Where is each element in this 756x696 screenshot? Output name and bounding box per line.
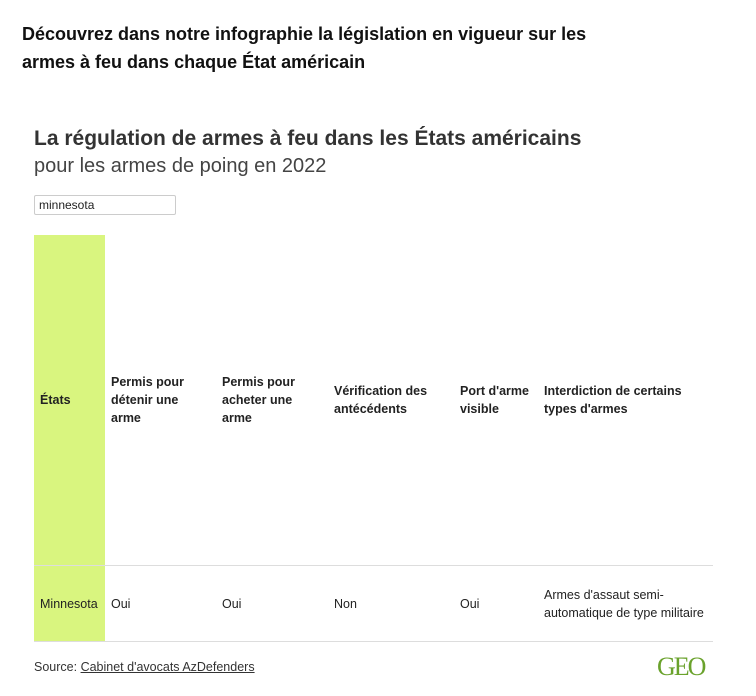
geo-logo: GEO (657, 652, 706, 681)
column-header-background-check[interactable]: Vérification des antécédents (328, 235, 454, 566)
cell-weapon-ban: Armes d'assaut semi-automatique de type … (538, 565, 713, 642)
source-label: Source: (34, 660, 81, 674)
cell-permit-buy: Oui (216, 565, 328, 642)
column-header-states[interactable]: États (34, 235, 105, 566)
chart-subtitle: pour les armes de poing en 2022 (34, 155, 327, 177)
cell-open-carry: Oui (454, 565, 538, 642)
chart-title: La régulation de armes à feu dans les Ét… (34, 127, 582, 150)
cell-state: Minnesota (34, 565, 105, 642)
table-row: Minnesota Oui Oui Non Oui Armes d'assaut… (34, 565, 713, 642)
intro-heading: Découvrez dans notre infographie la légi… (22, 24, 587, 72)
regulation-table: États Permis pour détenir une arme Permi… (34, 235, 713, 642)
search-input[interactable] (34, 195, 176, 215)
column-header-weapon-ban[interactable]: Interdiction de certains types d'armes (538, 235, 713, 566)
column-header-permit-buy[interactable]: Permis pour acheter une arme (216, 235, 328, 566)
cell-permit-own: Oui (105, 565, 216, 642)
table-header-row: États Permis pour détenir une arme Permi… (34, 235, 713, 566)
column-header-open-carry[interactable]: Port d'arme visible (454, 235, 538, 566)
cell-background-check: Non (328, 565, 454, 642)
column-header-permit-own[interactable]: Permis pour détenir une arme (105, 235, 216, 566)
source-note: Source: Cabinet d'avocats AzDefenders (34, 660, 255, 674)
source-link[interactable]: Cabinet d'avocats AzDefenders (80, 660, 255, 674)
